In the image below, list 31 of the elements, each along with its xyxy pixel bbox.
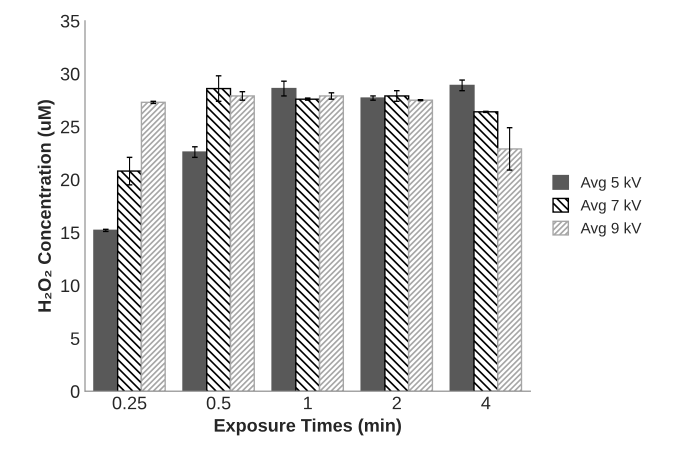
bar <box>497 148 522 392</box>
y-tick-label: 30 <box>60 68 80 80</box>
y-tick-label: 0 <box>70 385 80 398</box>
y-tick-label: 5 <box>70 332 80 346</box>
y-tick-label: 25 <box>60 120 80 134</box>
bar <box>360 97 386 392</box>
x-tick-label: 2 <box>392 396 401 410</box>
bar <box>318 95 344 392</box>
x-tick-label: 4 <box>481 396 490 410</box>
legend-label: Avg 5 kV <box>580 176 642 191</box>
bar <box>450 84 475 392</box>
legend-label: Avg 7 kV <box>580 199 642 214</box>
y-axis-title: H₂O₂ Concentration (uM) <box>38 100 54 312</box>
y-tick-label: 15 <box>61 226 80 240</box>
bar <box>182 151 208 392</box>
bar <box>473 111 498 392</box>
x-tick-label: 1 <box>304 396 312 410</box>
x-tick-label: 0.5 <box>206 396 230 410</box>
x-tick-label: 0.25 <box>112 396 146 410</box>
bar <box>295 98 320 392</box>
bar <box>384 95 410 392</box>
bar <box>271 88 297 392</box>
bar <box>140 102 166 392</box>
bar <box>93 230 118 392</box>
y-tick-label: 10 <box>61 279 80 292</box>
bar <box>408 100 434 392</box>
y-tick-label: 20 <box>60 174 80 186</box>
bar <box>230 95 255 392</box>
x-axis-title: Exposure Times (min) <box>214 418 401 436</box>
legend-label: Avg 9 kV <box>580 222 642 237</box>
y-tick-label: 35 <box>60 14 80 28</box>
